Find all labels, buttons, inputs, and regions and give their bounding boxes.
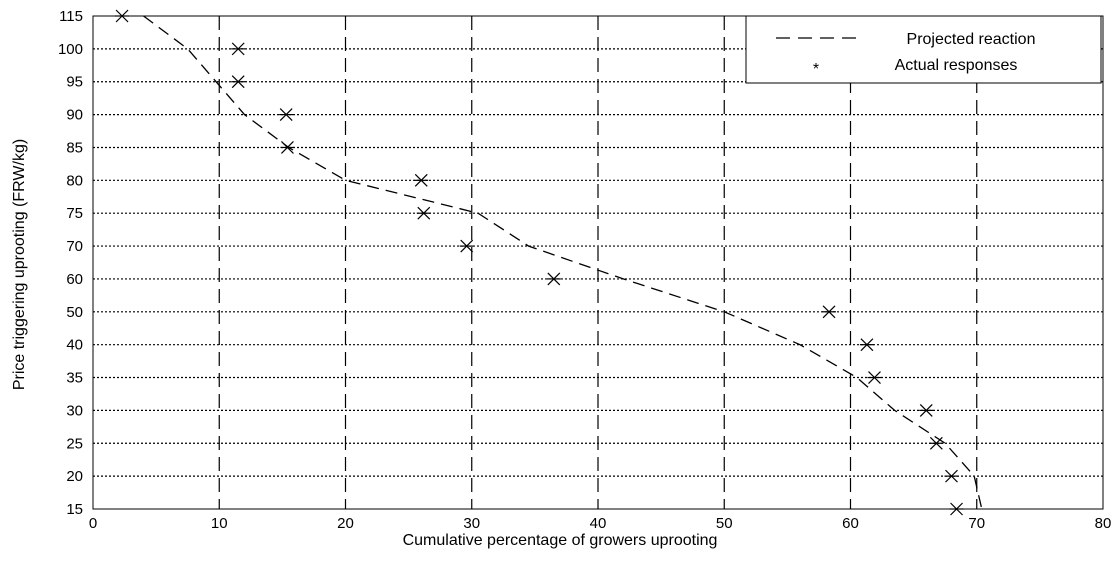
actual-response-point: [459, 239, 474, 253]
x-axis-title: Cumulative percentage of growers uprooti…: [403, 532, 718, 549]
x-tick-label: 0: [89, 515, 97, 532]
grid: [93, 16, 1103, 509]
y-tick-label: 80: [66, 172, 83, 189]
y-tick-label: 90: [66, 107, 83, 124]
actual-response-point: [822, 305, 837, 319]
y-tick-label: 60: [66, 271, 83, 288]
actual-response-point: [279, 108, 294, 122]
x-tick-label: 70: [968, 515, 985, 532]
x-tick-label: 20: [337, 515, 354, 532]
legend-label-actual: Actual responses: [895, 57, 1018, 74]
legend-label-projected: Projected reaction: [907, 31, 1036, 48]
actual-response-point: [231, 75, 246, 89]
y-tick-label: 95: [66, 74, 83, 91]
actual-response-point: [280, 141, 295, 154]
series: [115, 9, 983, 516]
actual-response-point: [944, 469, 959, 483]
x-tick-label: 10: [211, 515, 228, 532]
x-tick-label: 80: [1095, 515, 1112, 532]
actual-response-point: [546, 272, 561, 286]
y-axis-title: Price triggering uprooting (FRW/kg): [11, 139, 28, 390]
y-tick-label: 25: [66, 435, 83, 452]
actual-response-point: [929, 436, 944, 450]
y-tick-label: 100: [58, 41, 83, 58]
x-tick-label: 60: [842, 515, 859, 532]
y-tick-label: 15: [66, 501, 83, 518]
legend: * Projected reaction Actual responses: [745, 15, 1102, 84]
actual-response-point: [867, 371, 882, 384]
y-tick-label: 115: [59, 8, 83, 25]
x-tick-label: 30: [463, 515, 480, 532]
actual-response-point: [231, 42, 246, 56]
y-tick-label: 70: [66, 238, 83, 255]
actual-response-point: [919, 403, 934, 417]
actual-response-point: [414, 173, 429, 187]
actual-response-point: [859, 338, 874, 352]
y-tick-label: 85: [66, 139, 83, 156]
projected-reaction-line: [143, 15, 983, 510]
tick-labels: 15 20 25 30 35 40 50 60 70 75 80 85 90 95 100 115 0 10 20 3…: [58, 8, 1111, 532]
legend-box: [745, 15, 1102, 84]
legend-star-swatch: *: [813, 61, 819, 78]
y-tick-label: 40: [66, 337, 83, 354]
x-tick-label: 40: [590, 515, 607, 532]
y-tick-label: 75: [66, 205, 83, 222]
actual-response-point: [115, 9, 130, 23]
plot-area: [92, 15, 1104, 510]
y-tick-label: 35: [66, 370, 83, 387]
y-tick-label: 20: [66, 468, 83, 485]
x-tick-label: 50: [716, 515, 733, 532]
actual-response-point: [416, 206, 431, 220]
y-tick-label: 50: [66, 304, 83, 321]
actual-response-point: [949, 502, 964, 516]
y-tick-label: 30: [66, 402, 83, 419]
